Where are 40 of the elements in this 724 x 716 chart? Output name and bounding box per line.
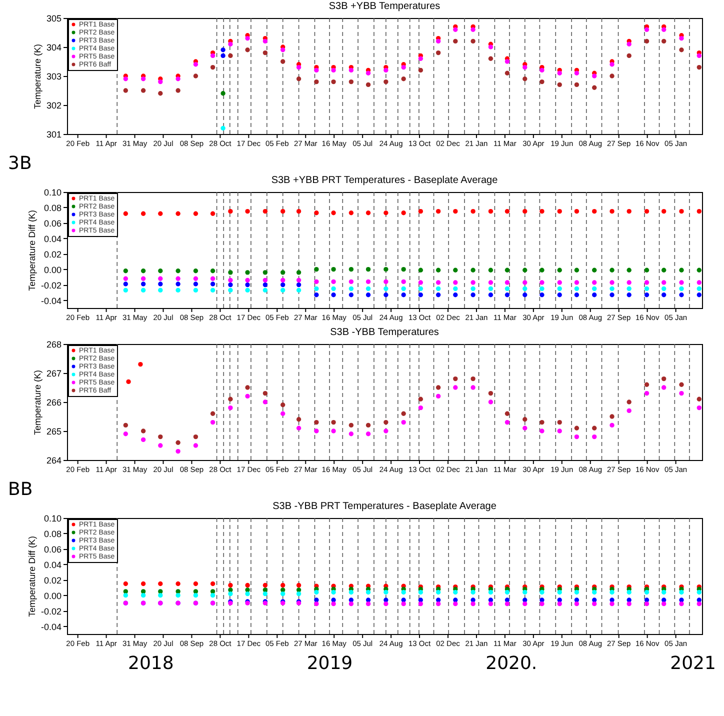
- y-tick-label: 305: [46, 14, 62, 24]
- y-tick-label: 0.00: [44, 264, 62, 275]
- y-tick-label: 0.10: [44, 514, 62, 524]
- y-tick-label: 265: [46, 426, 62, 436]
- chart-title: S3B +YBB Temperatures: [328, 1, 440, 12]
- text: 2019: [306, 652, 353, 674]
- y-tick-label: 266: [46, 398, 62, 408]
- y-axis-title: Temperature Diff (K): [26, 536, 37, 617]
- y-tick-label: 0.04: [44, 560, 62, 570]
- y-tick-label: 0.10: [44, 188, 62, 198]
- y-axis-title: Temperature (K): [32, 44, 42, 110]
- y-tick-label: 0.08: [44, 202, 62, 213]
- y-tick-label: 0.02: [44, 575, 62, 586]
- y-axis-title: Temperature Diff (K): [26, 210, 37, 291]
- y-tick-label: 302: [46, 100, 62, 110]
- y-tick-label: -0.04: [40, 622, 62, 632]
- chart-title: S3B -YBB PRT Temperatures - Baseplate Average: [272, 501, 497, 512]
- text: 2018: [128, 652, 174, 674]
- text: BB: [8, 478, 33, 500]
- text: 3B: [8, 152, 32, 174]
- y-axis-title: Temperature (K): [32, 370, 42, 436]
- y-tick-label: 303: [46, 72, 62, 82]
- text: 2021: [670, 652, 716, 674]
- y-tick-label: 268: [46, 340, 62, 350]
- y-tick-label: 304: [46, 42, 62, 52]
- y-tick-label: -0.02: [40, 606, 62, 616]
- chart-title: S3B -YBB Temperatures: [330, 327, 439, 338]
- y-tick-label: 0.08: [44, 528, 62, 539]
- y-tick-label: -0.02: [40, 280, 62, 290]
- y-tick-label: 0.04: [44, 234, 62, 244]
- y-tick-label: 267: [46, 368, 62, 378]
- y-tick-label: 0.00: [44, 590, 62, 601]
- text: 2020.: [486, 652, 538, 674]
- y-tick-label: 0.02: [44, 249, 62, 260]
- y-tick-label: 0.06: [44, 544, 62, 554]
- y-tick-label: -0.04: [40, 296, 62, 306]
- chart-title: S3B +YBB PRT Temperatures - Baseplate Average: [271, 175, 498, 186]
- y-tick-label: 301: [46, 130, 62, 140]
- y-tick-label: 264: [46, 456, 62, 466]
- y-tick-label: 0.06: [44, 218, 62, 228]
